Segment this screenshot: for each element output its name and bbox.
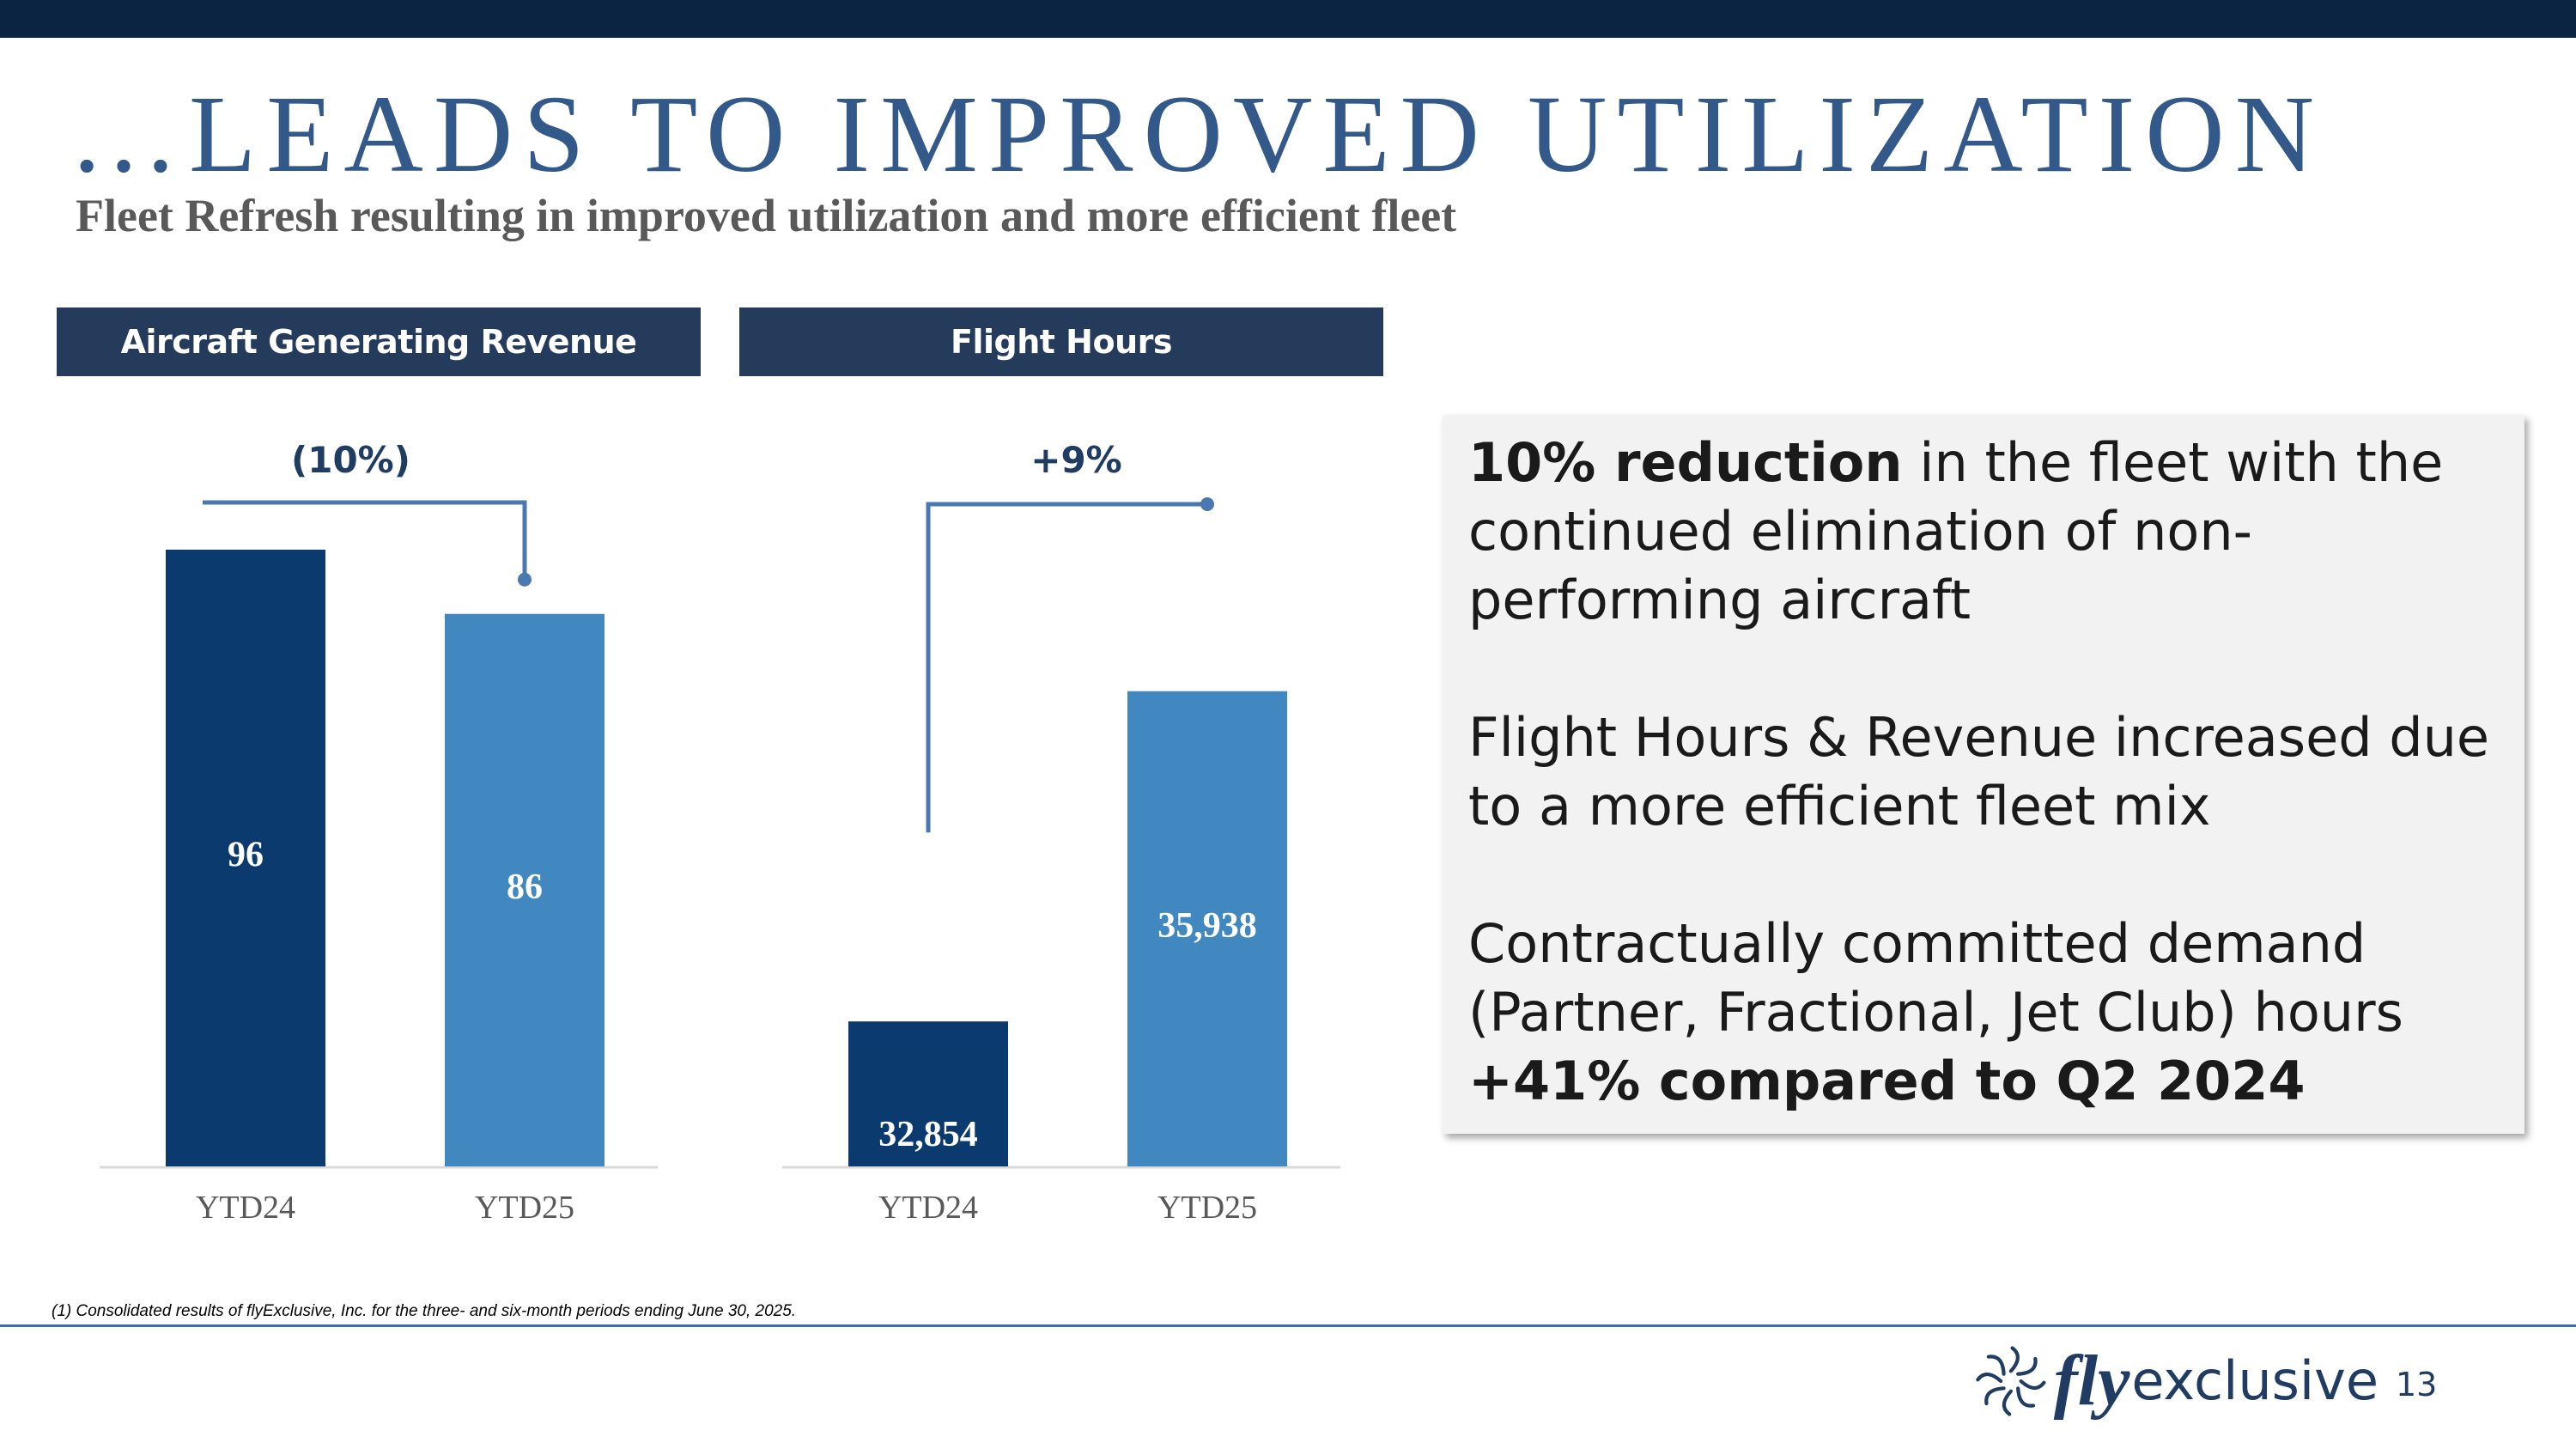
company-logo: fly exclusive <box>1975 1338 2379 1424</box>
aircraft-revenue-chart: 96 YTD24 86 YTD25 (10%) <box>100 439 658 1226</box>
change-connector-dot <box>518 572 532 587</box>
callout-fleet-reduction-text: in the fleet with the continued eliminat… <box>1468 431 2444 631</box>
bar-ytd25 <box>445 613 605 1166</box>
callout-committed-demand-bold: +41% compared to Q2 2024 <box>1468 1050 2306 1112</box>
logo-exclusive-text: exclusive <box>2131 1349 2379 1412</box>
callout-fleet-reduction-bold: 10% reduction <box>1468 431 1903 494</box>
category-label: YTD25 <box>1157 1190 1257 1226</box>
bar-ytd24 <box>848 1021 1008 1166</box>
logo-fly-text: fly <box>2053 1341 2130 1421</box>
change-label: (10%) <box>291 439 410 481</box>
flight-hours-chart: 32,854 YTD24 35,938 YTD25 +9% <box>782 439 1340 1226</box>
callout-fleet-reduction: 10% reduction in the fleet with the cont… <box>1468 429 2499 635</box>
footnote: (1) Consolidated results of flyExclusive… <box>52 1302 797 1320</box>
bar-value-label: 32,854 <box>878 1115 978 1154</box>
turbine-logo-icon <box>1976 1346 2046 1416</box>
bar-value-label: 96 <box>228 836 264 875</box>
slide-title: …LEADS TO IMPROVED UTILIZATION <box>69 73 2325 195</box>
change-connector-line <box>203 500 527 580</box>
callout-box: 10% reduction in the fleet with the cont… <box>1443 415 2524 1134</box>
chart-header-aircraft: Aircraft Generating Revenue <box>57 307 701 376</box>
change-label: +9% <box>1030 439 1122 481</box>
change-connector-line <box>926 502 1207 833</box>
bar-value-label: 86 <box>507 868 543 907</box>
change-connector-dot <box>1200 497 1214 511</box>
chart-header-flight-hours: Flight Hours <box>739 307 1383 376</box>
callout-committed-demand: Contractually committed demand (Partner,… <box>1468 910 2499 1116</box>
bar-ytd25 <box>1127 691 1287 1166</box>
callout-efficient-fleet: Flight Hours & Revenue increased due to … <box>1468 706 2490 837</box>
slide-subtitle: Fleet Refresh resulting in improved util… <box>76 190 1457 241</box>
category-label: YTD24 <box>878 1190 978 1226</box>
category-label: YTD24 <box>196 1190 295 1226</box>
page-number: 13 <box>2396 1366 2438 1403</box>
footer-divider <box>0 1324 2576 1327</box>
callout-committed-demand-text: Contractually committed demand (Partner,… <box>1468 912 2403 1044</box>
category-label: YTD25 <box>475 1190 574 1226</box>
bar-ytd24 <box>166 549 325 1166</box>
top-banner <box>0 0 2576 38</box>
bar-value-label: 35,938 <box>1157 906 1257 946</box>
